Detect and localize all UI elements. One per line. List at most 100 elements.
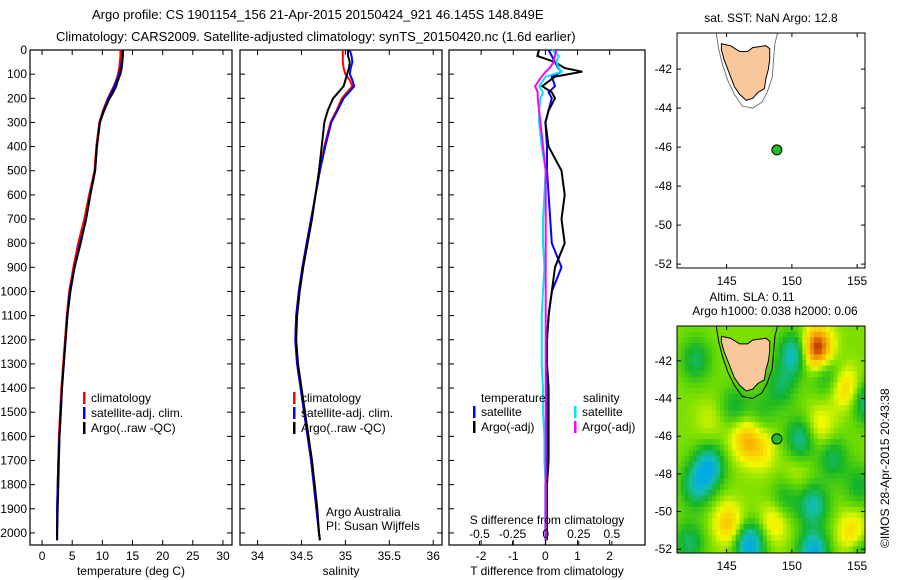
sla-cell [763,326,768,333]
sla-cell [771,359,776,367]
sla-cell [790,365,796,372]
sla-cell [716,331,721,338]
sla-cell [720,506,725,514]
sla-cell [829,506,835,514]
sla-cell [704,461,709,468]
sla-cell [677,365,682,372]
sla-cell [712,348,717,355]
sla-cell [724,359,729,367]
sla-cell [833,478,839,485]
sla-cell [747,326,752,333]
sla-cell [771,489,776,497]
map-title-line-2: Argo h1000: 0.038 h2000: 0.06 [692,304,858,318]
sla-cell [716,359,721,367]
sla-cell [735,501,741,508]
sla-cell [704,337,709,344]
sla-cell [696,359,702,367]
sla-cell [677,506,682,514]
sla-cell [680,439,686,446]
legend-header-salinity: salinity [583,391,620,405]
sla-cell [716,393,721,401]
sla-cell [704,410,709,418]
sla-cell [794,484,799,491]
sla-cell [806,489,811,497]
sla-cell [774,343,780,350]
sla-cell [716,484,721,491]
sla-cell [688,518,694,525]
sla-cell [720,444,725,451]
sla-cell [837,376,843,384]
sla-cell [861,371,865,378]
sla-cell [798,416,803,423]
sla-cell [759,506,764,514]
y-tick-label: -50 [655,218,673,232]
sla-cell [861,535,865,542]
top-x-tick-label: -0.25 [499,527,527,541]
sla-cell [724,461,729,468]
sla-cell [696,523,702,531]
sla-cell [751,393,756,401]
sla-cell [818,348,823,355]
sla-cell [684,518,690,525]
sla-cell [794,495,799,502]
sla-cell [774,512,780,519]
sla-cell [727,326,733,333]
sla-cell [696,331,702,338]
sla-cell [704,512,709,519]
sla-cell [821,365,827,372]
sla-cell [692,501,698,508]
sla-cell [825,348,831,355]
sla-cell [814,546,819,553]
sla-cell [833,456,839,463]
y-tick-label: -46 [655,140,673,154]
sla-cell [708,393,713,401]
sla-cell [821,529,827,536]
sla-cell [794,359,799,367]
sla-cell [829,433,835,440]
sla-cell [782,393,788,401]
annotation-argo-australia: Argo Australia [326,505,401,519]
sla-cell [727,410,733,418]
sla-cell [849,467,854,474]
sla-cell [727,461,733,468]
sla-cell [743,450,749,457]
sla-cell [841,461,846,468]
sla-cell [818,461,823,468]
sla-cell [818,535,823,542]
sla-cell [794,450,799,457]
sla-cell [727,331,733,338]
sla-cell [716,326,721,333]
sla-cell [731,326,737,333]
sla-cell [712,546,717,553]
sla-cell [845,376,850,384]
sla-cell [735,523,741,531]
sla-cell [825,388,831,395]
sla-cell [767,422,772,429]
sla-cell [845,478,850,485]
sla-cell [763,331,768,338]
map-title: sat. SST: NaN Argo: 12.8 [704,11,838,25]
sla-cell [857,439,862,446]
sla-cell [857,467,862,474]
sla-cell [731,331,737,338]
bathymetry-contour [715,33,778,109]
sla-cell [849,461,854,468]
sla-cell [821,523,827,531]
sla-cell [829,348,835,355]
sla-cell [688,410,694,418]
sla-cell [794,456,799,463]
sla-cell [692,506,698,514]
series-line-argo--adj- [533,49,558,541]
sla-cell [767,382,772,389]
sla-cell [755,535,760,542]
sla-cell [857,444,862,451]
sla-cell [778,326,784,333]
sla-cell [720,501,725,508]
sla-cell [692,337,698,344]
sla-cell [841,376,846,384]
sla-cell [684,399,690,406]
sla-cell [802,456,807,463]
sla-cell [798,523,803,531]
sla-cell [837,399,843,406]
sla-cell [704,439,709,446]
